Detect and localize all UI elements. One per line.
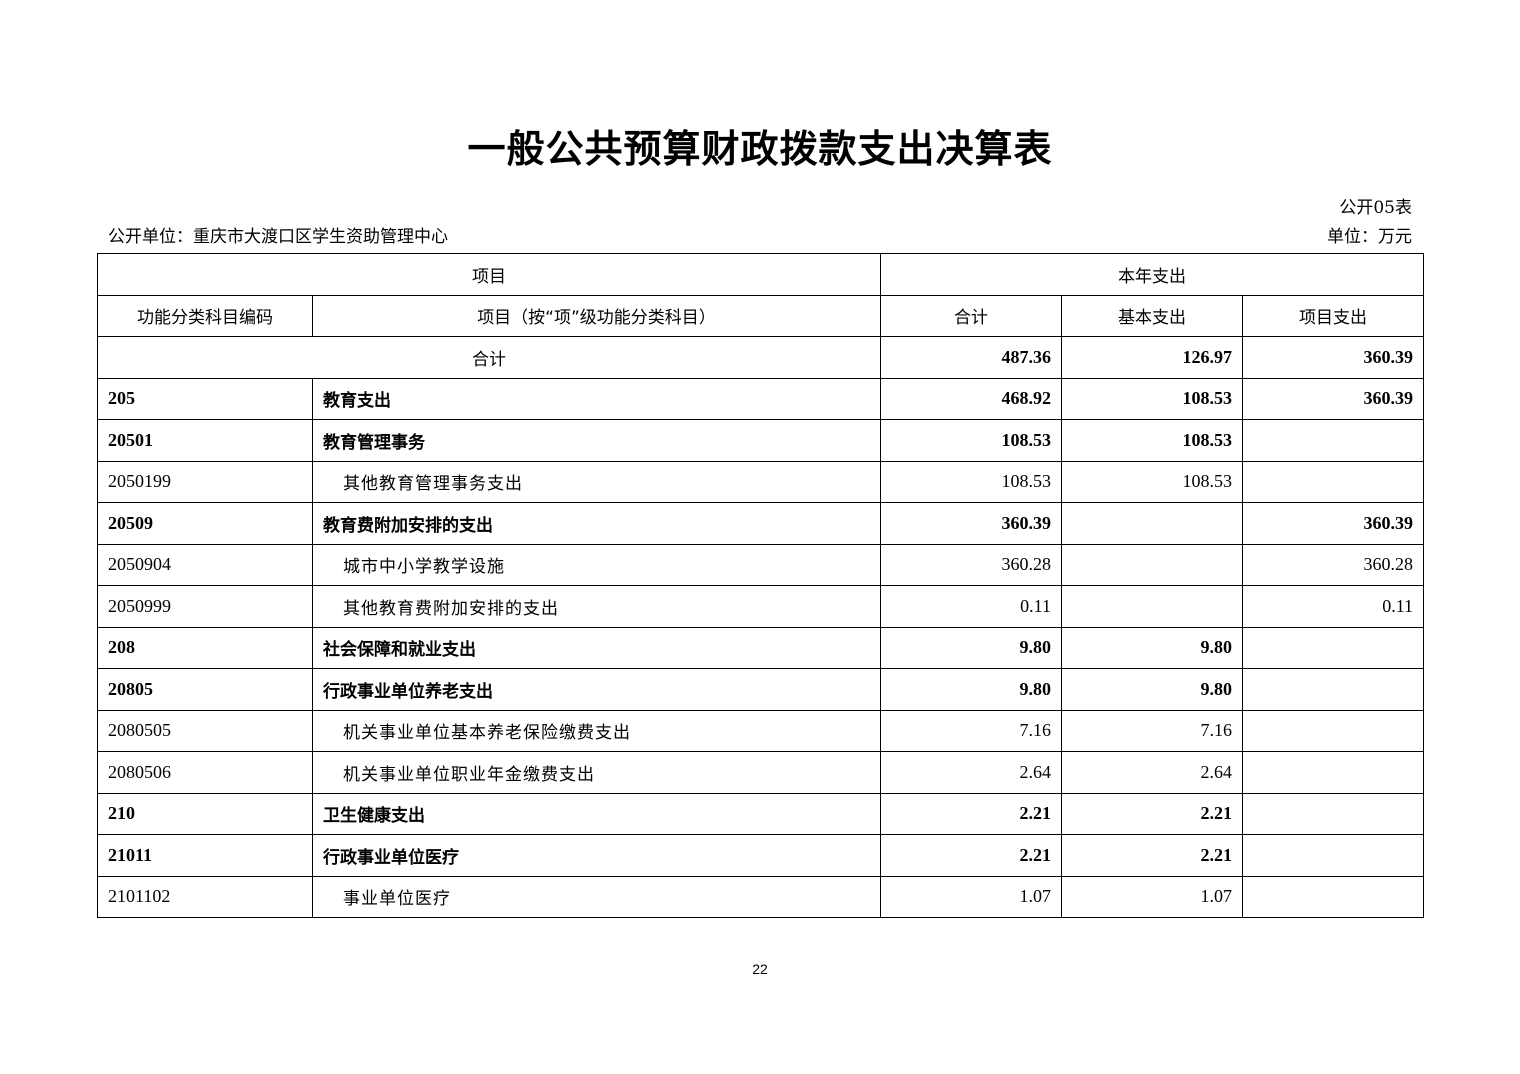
- cell-total: 9.80: [880, 668, 1062, 711]
- cell-project: [1241, 875, 1425, 918]
- cell-name: 机关事业单位职业年金缴费支出: [312, 751, 881, 794]
- cell-basic: [1061, 502, 1243, 545]
- table-row: 2050199 其他教育管理事务支出 108.53 108.53: [97, 460, 1425, 503]
- cell-project: [1241, 834, 1425, 877]
- cell-project: [1241, 751, 1425, 794]
- cell-code: 20805: [97, 668, 313, 711]
- cell-code: 205: [97, 377, 313, 420]
- table-row: 210 卫生健康支出 2.21 2.21: [97, 792, 1425, 835]
- cell-basic: 2.21: [1061, 834, 1243, 877]
- cell-code: 20509: [97, 502, 313, 545]
- cell-code: 2050904: [97, 543, 313, 586]
- cell-project: [1241, 419, 1425, 462]
- page-number: 22: [752, 961, 768, 977]
- header-row-2: 功能分类科目编码 项目（按“项”级功能分类科目） 合计 基本支出 项目支出: [97, 294, 1425, 337]
- table-row: 2050999 其他教育费附加安排的支出 0.11 0.11: [97, 585, 1425, 628]
- cell-name: 城市中小学教学设施: [312, 543, 881, 586]
- cell-basic: 108.53: [1061, 377, 1243, 420]
- cell-code: 2050199: [97, 460, 313, 503]
- cell-name: 其他教育费附加安排的支出: [312, 585, 881, 628]
- cell-total: 108.53: [880, 419, 1062, 462]
- table-row: 20509 教育费附加安排的支出 360.39 360.39: [97, 502, 1425, 545]
- table-row: 2101102 事业单位医疗 1.07 1.07: [97, 875, 1425, 918]
- cell-project: 360.28: [1241, 543, 1425, 586]
- header-name: 项目（按“项”级功能分类科目）: [312, 294, 881, 337]
- cell-name: 机关事业单位基本养老保险缴费支出: [312, 709, 881, 752]
- currency-unit: 单位：万元: [1327, 227, 1412, 247]
- cell-code: 2050999: [97, 585, 313, 628]
- header-basic: 基本支出: [1061, 294, 1243, 337]
- cell-name: 卫生健康支出: [312, 792, 881, 835]
- cell-total: 2.21: [880, 792, 1062, 835]
- cell-code: 2080505: [97, 709, 313, 752]
- table-row: 21011 行政事业单位医疗 2.21 2.21: [97, 834, 1425, 877]
- cell-basic: 108.53: [1061, 460, 1243, 503]
- header-current-year: 本年支出: [879, 253, 1425, 296]
- total-basic: 126.97: [1061, 336, 1243, 379]
- cell-name: 社会保障和就业支出: [312, 626, 881, 669]
- cell-name: 行政事业单位医疗: [312, 834, 881, 877]
- total-project: 360.39: [1241, 336, 1425, 379]
- cell-basic: [1061, 585, 1243, 628]
- cell-project: [1241, 709, 1425, 752]
- cell-name: 教育支出: [312, 377, 881, 420]
- total-label: 合计: [97, 336, 881, 379]
- cell-total: 468.92: [880, 377, 1062, 420]
- cell-code: 21011: [97, 834, 313, 877]
- table-row: 2080506 机关事业单位职业年金缴费支出 2.64 2.64: [97, 751, 1425, 794]
- header-row-1: 项目 本年支出: [97, 253, 1425, 296]
- header-project: 项目支出: [1241, 294, 1425, 337]
- header-item: 项目: [97, 253, 881, 296]
- cell-basic: 108.53: [1061, 419, 1243, 462]
- cell-basic: 2.21: [1061, 792, 1243, 835]
- table-number: 公开05表: [1339, 198, 1412, 218]
- cell-project: 360.39: [1241, 502, 1425, 545]
- cell-total: 0.11: [880, 585, 1062, 628]
- cell-name: 教育费附加安排的支出: [312, 502, 881, 545]
- cell-total: 2.21: [880, 834, 1062, 877]
- cell-total: 2.64: [880, 751, 1062, 794]
- table-row: 20805 行政事业单位养老支出 9.80 9.80: [97, 668, 1425, 711]
- page-title: 一般公共预算财政拨款支出决算表: [467, 127, 1053, 171]
- cell-total: 360.39: [880, 502, 1062, 545]
- cell-total: 360.28: [880, 543, 1062, 586]
- header-code: 功能分类科目编码: [97, 294, 313, 337]
- cell-code: 2080506: [97, 751, 313, 794]
- cell-name: 行政事业单位养老支出: [312, 668, 881, 711]
- cell-name: 教育管理事务: [312, 419, 881, 462]
- cell-total: 7.16: [880, 709, 1062, 752]
- expenditure-table: 项目 本年支出 功能分类科目编码 项目（按“项”级功能分类科目） 合计 基本支出…: [97, 253, 1425, 918]
- table-row: 208 社会保障和就业支出 9.80 9.80: [97, 626, 1425, 669]
- table-row: 20501 教育管理事务 108.53 108.53: [97, 419, 1425, 462]
- cell-project: [1241, 460, 1425, 503]
- cell-total: 108.53: [880, 460, 1062, 503]
- cell-basic: 9.80: [1061, 626, 1243, 669]
- total-row: 合计 487.36 126.97 360.39: [97, 336, 1425, 379]
- cell-basic: 1.07: [1061, 875, 1243, 918]
- cell-project: [1241, 626, 1425, 669]
- cell-code: 20501: [97, 419, 313, 462]
- cell-code: 210: [97, 792, 313, 835]
- table-row: 2080505 机关事业单位基本养老保险缴费支出 7.16 7.16: [97, 709, 1425, 752]
- reporting-unit: 公开单位：重庆市大渡口区学生资助管理中心: [108, 227, 448, 247]
- table-row: 2050904 城市中小学教学设施 360.28 360.28: [97, 543, 1425, 586]
- header-total: 合计: [880, 294, 1062, 337]
- cell-code: 208: [97, 626, 313, 669]
- total-total: 487.36: [880, 336, 1062, 379]
- cell-total: 1.07: [880, 875, 1062, 918]
- cell-project: [1241, 668, 1425, 711]
- cell-basic: 9.80: [1061, 668, 1243, 711]
- cell-name: 其他教育管理事务支出: [312, 460, 881, 503]
- cell-basic: [1061, 543, 1243, 586]
- cell-project: 360.39: [1241, 377, 1425, 420]
- table-row: 205 教育支出 468.92 108.53 360.39: [97, 377, 1425, 420]
- cell-project: [1241, 792, 1425, 835]
- cell-project: 0.11: [1241, 585, 1425, 628]
- cell-name: 事业单位医疗: [312, 875, 881, 918]
- cell-total: 9.80: [880, 626, 1062, 669]
- cell-basic: 2.64: [1061, 751, 1243, 794]
- cell-code: 2101102: [97, 875, 313, 918]
- cell-basic: 7.16: [1061, 709, 1243, 752]
